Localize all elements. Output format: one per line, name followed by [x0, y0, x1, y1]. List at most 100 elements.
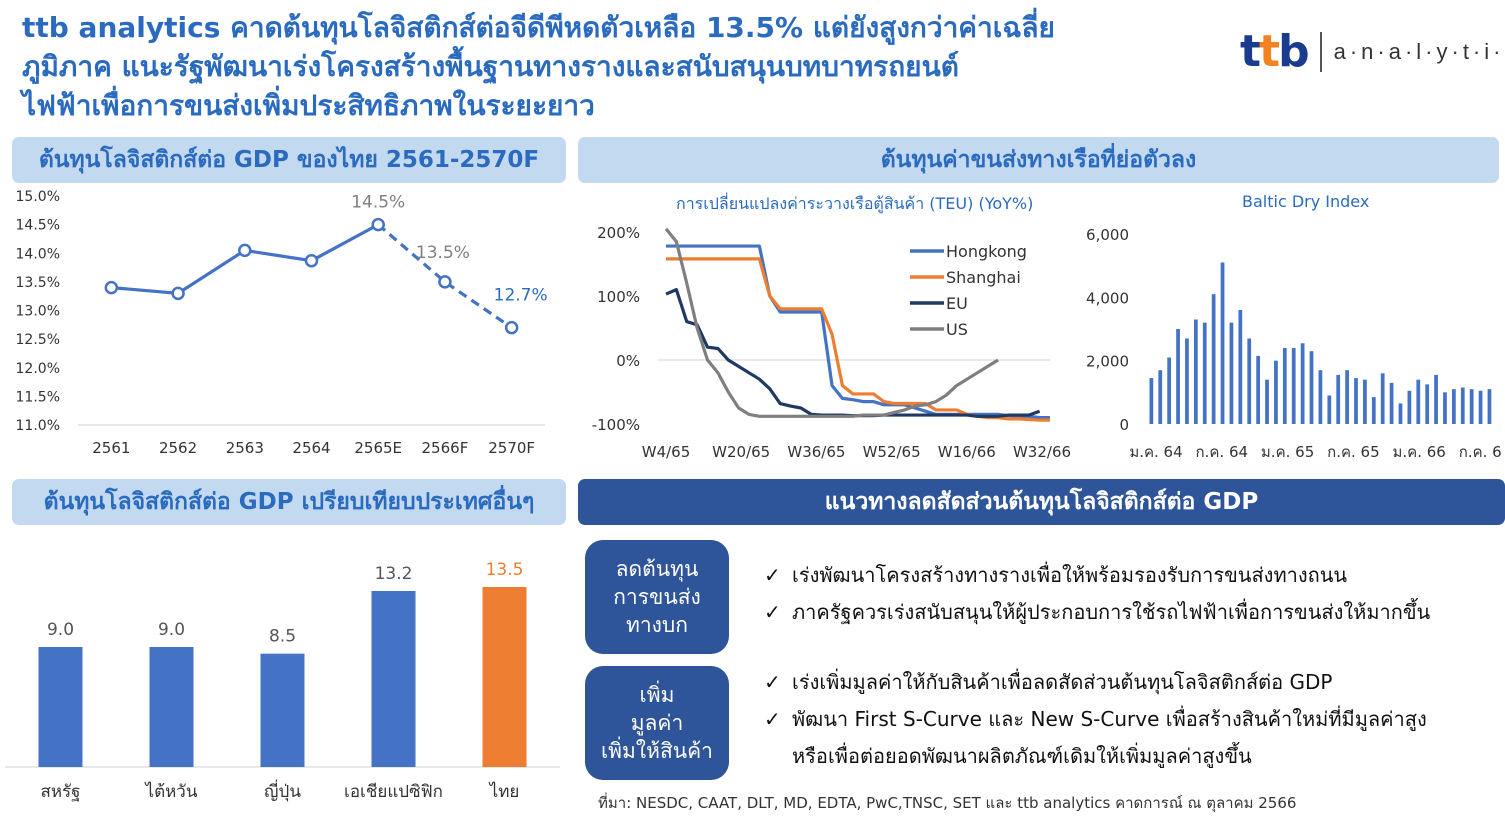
bdi-bar — [1416, 379, 1421, 424]
bdi-bar — [1434, 374, 1438, 424]
data-label: 12.7% — [494, 286, 548, 306]
series-line-us — [664, 227, 999, 418]
bdi-bar — [1452, 389, 1456, 424]
bdi-bar — [1407, 390, 1412, 424]
bdi-bar — [1247, 338, 1252, 424]
bdi-bar — [1443, 392, 1447, 424]
legend-label-eu: EU — [946, 294, 968, 313]
x-tick-label: ม.ค. 66 — [1393, 443, 1446, 461]
y-tick-label: 0% — [616, 352, 640, 370]
logo-divider — [1319, 32, 1322, 72]
legend-label-us: US — [946, 320, 968, 339]
legend-label-hongkong: Hongkong — [946, 242, 1027, 261]
chart-bdi-title: Baltic Dry Index — [1242, 192, 1370, 211]
x-tick-label: ก.ค. 64 — [1196, 443, 1249, 461]
data-point — [438, 275, 452, 289]
y-tick-label: 2,000 — [1086, 353, 1129, 371]
data-point — [304, 253, 319, 268]
compare-bar — [149, 647, 194, 767]
chart-compare-countries: 9.0 สหรัฐ 9.0 ไต้หวัน 8.5 ญี่ปุ่น 13.2 เอเชียแป… — [5, 560, 560, 802]
headline-line-2: ภูมิภาค แนะรัฐพัฒนาเร่งโครงสร้างพื้นฐานท… — [22, 50, 959, 83]
y-tick-label: 12.0% — [16, 361, 60, 377]
bdi-bar — [1380, 373, 1385, 424]
guideline-pill-2-line-2: มูลค่า — [630, 711, 684, 735]
compare-bar — [371, 591, 416, 767]
x-tick-label: W4/65 — [642, 443, 691, 461]
series-line-hongkong — [666, 244, 1050, 420]
x-tick-label: 2562 — [159, 439, 197, 457]
x-tick-label: 2564 — [292, 439, 330, 457]
x-tick-label: 2563 — [226, 439, 264, 457]
data-label: 13.2 — [375, 564, 413, 584]
chart-teu-yoy: 200% 100% 0% -100%W4/65 W20/65 W36/65 W52/65 W1… — [592, 224, 1070, 461]
legend-label-shanghai: Shanghai — [946, 268, 1021, 287]
data-point — [104, 280, 119, 295]
guideline-bullet: ✓ เร่งเพิ่มมูลค่าให้กับสินค้าเพื่อลดสัดส่… — [764, 664, 1427, 701]
check-icon: ✓ — [764, 670, 781, 694]
bdi-bar — [1300, 343, 1305, 424]
section-title-compare: ต้นทุนโลจิสติกส์ต่อ GDP เปรียบเทียบประเท… — [12, 479, 566, 525]
x-tick-label: ไทย — [488, 781, 520, 802]
series-line-actual — [111, 223, 379, 295]
logo-ttb-text: ttb — [1240, 26, 1310, 77]
series-line-eu — [665, 287, 1041, 418]
x-tick-label: 2561 — [92, 439, 130, 457]
x-tick-label: ก.ค. 65 — [1327, 443, 1380, 461]
y-tick-label: -100% — [592, 416, 640, 434]
bdi-bar — [1469, 389, 1474, 424]
bdi-bar — [1238, 310, 1243, 424]
bdi-bar — [1478, 390, 1483, 424]
guideline-pill-1-line-3: ทางบก — [626, 613, 688, 637]
guideline-bullet: ✓ เร่งพัฒนาโครงสร้างทางรางเพื่อให้พร้อมรอ… — [764, 557, 1430, 594]
chart-thai-logistics-gdp: 15.0% 14.5% 14.0% 13.5% 13.0% 12.5% 12.0% 11.5%… — [16, 189, 548, 457]
bdi-bar — [1345, 370, 1349, 424]
data-label: 8.5 — [269, 627, 296, 647]
guideline-bullets-1: ✓ เร่งพัฒนาโครงสร้างทางรางเพื่อให้พร้อมรอ… — [764, 557, 1430, 631]
bdi-bar — [1354, 378, 1358, 424]
check-icon: ✓ — [764, 707, 781, 731]
y-tick-label: 12.5% — [16, 332, 60, 348]
x-tick-label: เอเชียแปซิฟิก — [344, 782, 443, 802]
bdi-bar — [1185, 338, 1189, 424]
bdi-bar — [1425, 384, 1430, 424]
headline-line-1: ttb analytics คาดต้นทุนโลจิสติกส์ต่อจีดี… — [22, 11, 1055, 44]
bdi-bar — [1336, 374, 1341, 424]
x-tick-label: W20/65 — [712, 443, 770, 461]
bdi-bar — [1487, 389, 1492, 424]
chart-teu-title: การเปลี่ยนแปลงค่าระวางเรือตู้สินค้า (TEU… — [676, 194, 1034, 213]
data-label: 9.0 — [47, 620, 74, 640]
bdi-bar — [1309, 351, 1314, 424]
x-tick-label: 2565E — [354, 439, 402, 457]
bdi-bar — [1158, 370, 1163, 424]
guideline-bullet-text: เร่งเพิ่มมูลค่าให้กับสินค้าเพื่อลดสัดส่ว… — [792, 670, 1333, 694]
y-tick-label: 100% — [597, 288, 640, 306]
bdi-bar — [1176, 329, 1180, 424]
y-tick-label: 15.0% — [16, 189, 60, 205]
x-tick-label: ก.ค. 66 — [1459, 443, 1502, 461]
bdi-bar — [1220, 262, 1225, 424]
bdi-bar — [1398, 403, 1403, 424]
bdi-bar — [1327, 395, 1332, 424]
bdi-bar — [1193, 319, 1198, 424]
guideline-bullet: ✓ พัฒนา First S-Curve และ New S-Curve เพื… — [764, 701, 1427, 738]
guideline-bullet-text: ภาครัฐควรเร่งสนับสนุนให้ผู้ประกอบการใช้ร… — [792, 600, 1431, 624]
bdi-bar — [1291, 348, 1296, 424]
bdi-bar — [1167, 357, 1172, 424]
guideline-bullet: ✓ ภาครัฐควรเร่งสนับสนุนให้ผู้ประกอบการใช้… — [764, 594, 1430, 631]
bdi-bar — [1149, 378, 1154, 424]
data-point — [238, 243, 252, 258]
ttb-analytics-logo: ttb a·n·a·l·y·t·i·c·s — [1240, 28, 1505, 76]
x-tick-label: ม.ค. 65 — [1261, 443, 1314, 461]
compare-bar — [38, 647, 83, 767]
y-tick-label: 0 — [1119, 416, 1129, 434]
bdi-bar — [1371, 397, 1376, 424]
data-label: 13.5% — [416, 243, 470, 263]
x-tick-label: 2566F — [422, 439, 469, 457]
x-tick-label: W36/65 — [787, 443, 845, 461]
section-title-thai-logistics: ต้นทุนโลจิสติกส์ต่อ GDP ของไทย 2561-2570… — [12, 137, 566, 183]
y-tick-label: 6,000 — [1086, 226, 1129, 244]
headline-line-3: ไฟฟ้าเพื่อการขนส่งเพิ่มประสิทธิภาพในระยะ… — [22, 89, 595, 122]
guideline-bullet-text: พัฒนา First S-Curve และ New S-Curve เพื่… — [792, 707, 1427, 731]
series-line-forecast — [377, 223, 513, 329]
x-tick-label: W16/66 — [938, 443, 996, 461]
